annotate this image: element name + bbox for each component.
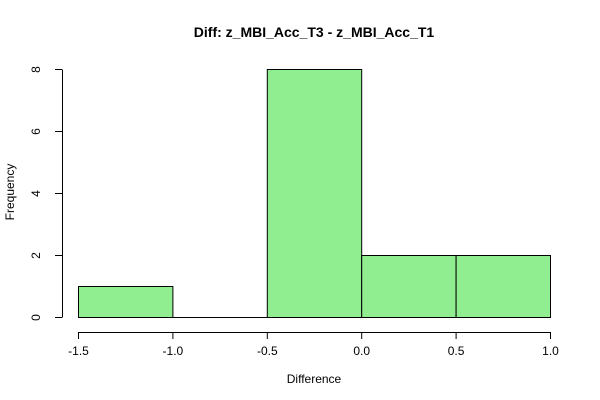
histogram-bar-0 <box>78 286 174 318</box>
y-axis-label: Frequency <box>3 164 17 221</box>
chart-title: Diff: z_MBI_Acc_T3 - z_MBI_Acc_T1 <box>194 24 435 40</box>
histogram-bar-4 <box>455 255 552 318</box>
histogram-bar-2 <box>266 69 363 318</box>
x-axis-label: Difference <box>287 372 342 386</box>
histogram-bar-3 <box>361 255 457 318</box>
y-tick-label: 4 <box>29 190 43 197</box>
x-tick-label: -1.5 <box>68 344 89 358</box>
x-tick-label: 0.5 <box>448 344 465 358</box>
x-tick-label: 1.0 <box>542 344 559 358</box>
x-axis: -1.5 -1.0 -0.5 0.0 0.5 1.0 <box>68 332 559 358</box>
y-axis: 0 2 4 6 8 <box>29 66 63 321</box>
bars-group <box>78 69 552 318</box>
y-tick-label: 8 <box>29 66 43 73</box>
y-tick-label: 2 <box>29 252 43 259</box>
x-tick-label: -0.5 <box>257 344 278 358</box>
y-tick-label: 0 <box>29 314 43 321</box>
y-tick-label: 6 <box>29 128 43 135</box>
x-tick-label: -1.0 <box>163 344 184 358</box>
x-tick-label: 0.0 <box>353 344 370 358</box>
